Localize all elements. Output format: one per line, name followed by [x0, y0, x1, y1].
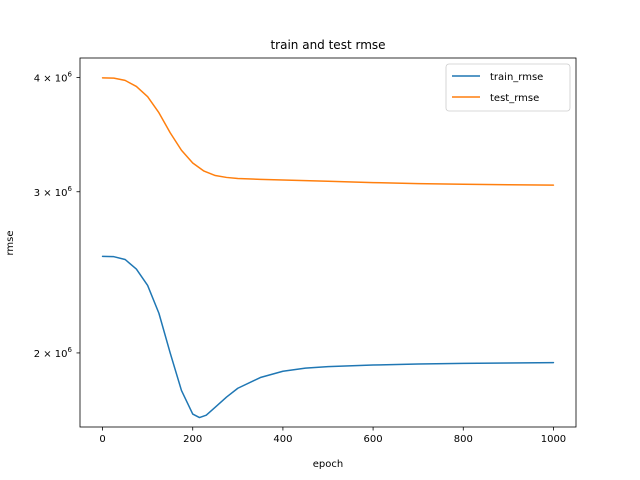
x-tick-label: 800 — [454, 434, 473, 445]
y-tick-label: 4 × 106 — [34, 70, 73, 84]
y-axis: 2 × 106 3 × 106 4 × 106 — [34, 70, 80, 360]
x-axis-label: epoch — [313, 459, 343, 470]
y-tick-label: 2 × 106 — [34, 346, 73, 360]
series-line-train-rmse — [101, 255, 555, 419]
x-axis: 0 200 400 600 800 1000 — [99, 427, 566, 445]
x-tick-label: 200 — [183, 434, 202, 445]
legend: train_rmse test_rmse — [445, 63, 571, 112]
x-tick-label: 600 — [364, 434, 383, 445]
series-line-test-rmse — [101, 77, 555, 186]
y-axis-label: rmse — [5, 230, 16, 255]
x-tick-label: 1000 — [541, 434, 566, 445]
y-tick-label: 3 × 106 — [34, 185, 73, 199]
chart-title: train and test rmse — [270, 38, 385, 52]
x-tick-label: 400 — [273, 434, 292, 445]
legend-label-train-rmse: train_rmse — [490, 72, 543, 83]
plot-area — [101, 77, 555, 419]
axes-frame — [79, 57, 577, 428]
x-tick-label: 0 — [99, 434, 105, 445]
legend-label-test-rmse: test_rmse — [490, 93, 539, 104]
